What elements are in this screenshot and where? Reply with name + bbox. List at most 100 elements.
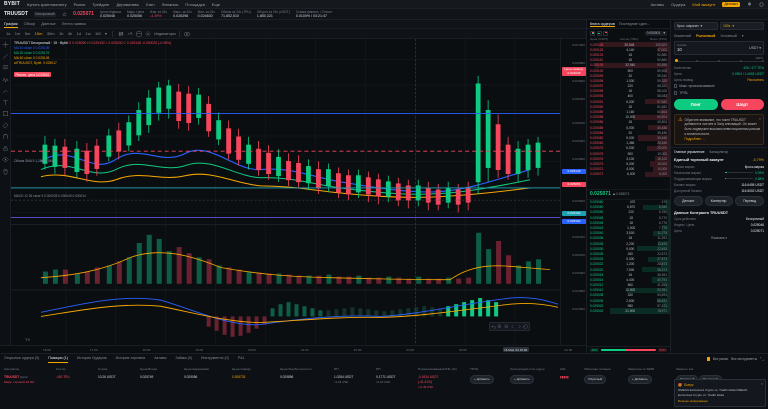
pan-left-icon[interactable] — [510, 324, 515, 329]
crosshair-icon[interactable] — [1, 41, 9, 48]
tab-overview[interactable]: Обзор — [23, 21, 36, 26]
settings-gear-icon[interactable] — [145, 31, 151, 37]
shapes-icon[interactable] — [2, 110, 9, 117]
time-axis[interactable]: 16:00 17:00 18:00 19:00 20:00 21:00 22:0… — [0, 345, 586, 353]
interval-1M[interactable]: 1M — [94, 31, 101, 36]
orderbook-row[interactable]: 0.025010 12,000 53,351 — [587, 287, 670, 293]
checkbox-icon[interactable] — [674, 91, 678, 95]
price-tag-blue[interactable]: 0.025148 — [562, 169, 586, 174]
orderbook-row[interactable]: 0.025060 6,870 6,340 — [587, 204, 670, 210]
slider-node-25[interactable] — [696, 59, 698, 62]
slider-node-75[interactable] — [740, 59, 742, 62]
tab-pnl[interactable]: P&L — [237, 356, 245, 360]
nav-assets[interactable]: Активы — [650, 1, 665, 7]
mmr-add-button[interactable]: + Добавить — [628, 375, 652, 384]
price-tag-blue-2[interactable]: 0.025192 — [562, 219, 586, 224]
margin-mode-value[interactable]: Кросс-маржа — [744, 164, 764, 169]
nav-account[interactable]: Мой аккаунт — [692, 1, 716, 7]
tick-size-select[interactable]: 0.000001 ▾ — [644, 30, 667, 36]
orderbook-row[interactable]: 0.025012 560 41,351 — [587, 282, 670, 288]
tab-tools[interactable]: Инструменты (0) — [201, 356, 229, 360]
interval-dropdown-caret[interactable]: ▾ — [104, 31, 107, 36]
star-icon[interactable] — [62, 11, 67, 17]
slider-knob[interactable] — [675, 59, 679, 63]
entry-price-label[interactable]: Реализ. цена 0.025516 — [14, 72, 51, 77]
orderbook-asks[interactable]: 0.025128 30,548 105,520 0.025126 4,140 97,002… — [587, 42, 670, 189]
orderbook-row[interactable]: 0.025090 18 51,682 — [587, 104, 670, 110]
text-icon[interactable] — [2, 99, 9, 106]
orderbook-row[interactable]: 0.025040 3,500 11,275 — [587, 230, 670, 236]
tab-positions[interactable]: Позиции (1) — [48, 356, 68, 363]
orderbook-row[interactable]: 0.025093 400 58,082 — [587, 93, 670, 100]
orderbook-row[interactable]: 0.025028 180 22,673 — [587, 251, 670, 257]
orderbook-row[interactable]: 0.025078 900 19,000 — [587, 150, 670, 157]
orderbook-row[interactable]: 0.025035 2,200 13,493 — [587, 241, 670, 247]
orderbook-row[interactable]: 0.025086 18 40,504 — [587, 119, 670, 125]
orderbook-row[interactable]: 0.025045 18 6,775 — [587, 220, 670, 226]
candlestick-chart-icon[interactable] — [118, 31, 124, 37]
orderbook-row[interactable]: 0.025088 10,000 50,504 — [587, 114, 670, 120]
orderbook-row[interactable]: 0.025095 18 58,100 — [587, 88, 670, 94]
nav-item-0[interactable]: Купить криптовалюту — [27, 1, 67, 7]
orderbook-row[interactable]: 0.025124 18 92,880 — [587, 52, 670, 58]
interval-15m[interactable]: 15m — [34, 31, 43, 36]
tab-calculator[interactable]: Калькулятор — [709, 149, 729, 154]
mark-price-tag[interactable]: 0.025056 — [562, 182, 586, 187]
globe-icon[interactable] — [759, 1, 764, 7]
interval-1d[interactable]: 1d — [76, 31, 82, 36]
nav-item-5[interactable]: Финансы — [161, 1, 179, 7]
expand-icon[interactable] — [760, 357, 764, 361]
orderbook-row[interactable]: 0.025082 9,000 35,466 — [587, 135, 670, 141]
orderbook-row[interactable]: 0.025020 7,500 36,373 — [587, 266, 670, 273]
orderbook-row[interactable]: 0.025030 9,000 22,493 — [587, 246, 670, 252]
pan-right-icon[interactable] — [517, 324, 522, 329]
interval-1w[interactable]: 1w — [85, 31, 91, 36]
bell-icon[interactable] — [747, 1, 752, 7]
camera-icon[interactable] — [184, 31, 190, 37]
nav-item-2[interactable]: Трейдинг — [92, 1, 110, 7]
zoom-out-icon[interactable] — [504, 324, 509, 329]
orderbook-row[interactable]: 0.025097 220 58,320 — [587, 83, 670, 89]
amount-slider[interactable]: 100% — [675, 56, 764, 64]
tab-open-orders[interactable]: Открытые ордера (0) — [4, 356, 40, 360]
orderbook-row[interactable]: 0.025128 30,548 105,520 — [587, 42, 670, 48]
margin-mode-select[interactable]: Крос. маржин ▾ — [674, 22, 718, 30]
trailing-add-button[interactable]: + Добавить — [510, 375, 534, 384]
tpsl-checkbox-row[interactable]: TP/SL — [671, 90, 767, 97]
calculate-link[interactable]: Рассчитать — [747, 77, 764, 82]
tab-assets[interactable]: Активы — [154, 356, 167, 360]
slider-node-50[interactable] — [718, 59, 720, 62]
last-price-tag[interactable]: 0.025194 — [562, 211, 586, 216]
chart-canvas[interactable]: TRUUSDT Бессрочный · 15 · Bybit O 0.0250… — [11, 39, 560, 345]
amount-input[interactable]: Сумма 10 USDT ▾ — [674, 40, 764, 55]
reverse-button[interactable]: Обратный — [584, 375, 607, 384]
orderbook-bids[interactable]: 0.025060 470 470 0.025060 6,870 6,340 0.025050… — [587, 199, 670, 347]
nav-item-3[interactable]: Деривативы — [116, 1, 140, 7]
nav-item-7[interactable]: Еще — [211, 1, 220, 7]
deposit-button[interactable]: Депозит — [674, 195, 703, 206]
tab-data[interactable]: Данные — [41, 21, 56, 26]
orderbook-row[interactable]: 0.025002 980 57,471 — [587, 303, 670, 309]
price-scale[interactable]: 0.027000 0.026800 0.026600 0.026400 0.02… — [560, 39, 586, 345]
orderbook-row[interactable]: 0.025060 470 470 — [587, 199, 670, 205]
tab-market[interactable]: Рыночный — [696, 33, 716, 38]
orderbook-row[interactable]: 0.025015 4,400 40,791 — [587, 277, 670, 283]
orderbook-row[interactable]: 0.025025 5,000 27,673 — [587, 256, 670, 262]
orderbook-row[interactable]: 0.025000 21,500 78,971 — [587, 308, 670, 314]
orderbook-row[interactable]: 0.025048 18 6,770 — [587, 215, 670, 221]
nav-item-6[interactable]: Площадка — [185, 1, 205, 7]
orderbook-row[interactable]: 0.025100 500 59,900 — [587, 67, 670, 74]
convert-button[interactable]: Конвертир. — [704, 195, 734, 206]
tpsl-add-button[interactable]: + Добавить — [470, 375, 494, 384]
orderbook-row[interactable]: 0.025105 32,940 92,855 — [587, 62, 670, 68]
checkbox-icon[interactable] — [674, 84, 678, 88]
orderbook-row[interactable]: 0.025073 4,000 10,000 — [587, 166, 670, 172]
orderbook-row[interactable]: 0.025075 5,000 15,000 — [587, 161, 670, 167]
tab-orderflow[interactable]: Лента заявок — [61, 21, 87, 26]
amount-value[interactable]: 10 — [677, 47, 682, 52]
table-row[interactable]: TRUUSDT Кросс Марж. торговля 10.00x -450… — [0, 373, 768, 389]
orderbook-row[interactable]: 0.025091 6,000 57,682 — [587, 99, 670, 105]
toast-link[interactable]: Больше информации — [678, 399, 708, 403]
pattern-icon[interactable] — [2, 76, 9, 83]
tab-main-control[interactable]: Главное управление — [674, 149, 705, 154]
